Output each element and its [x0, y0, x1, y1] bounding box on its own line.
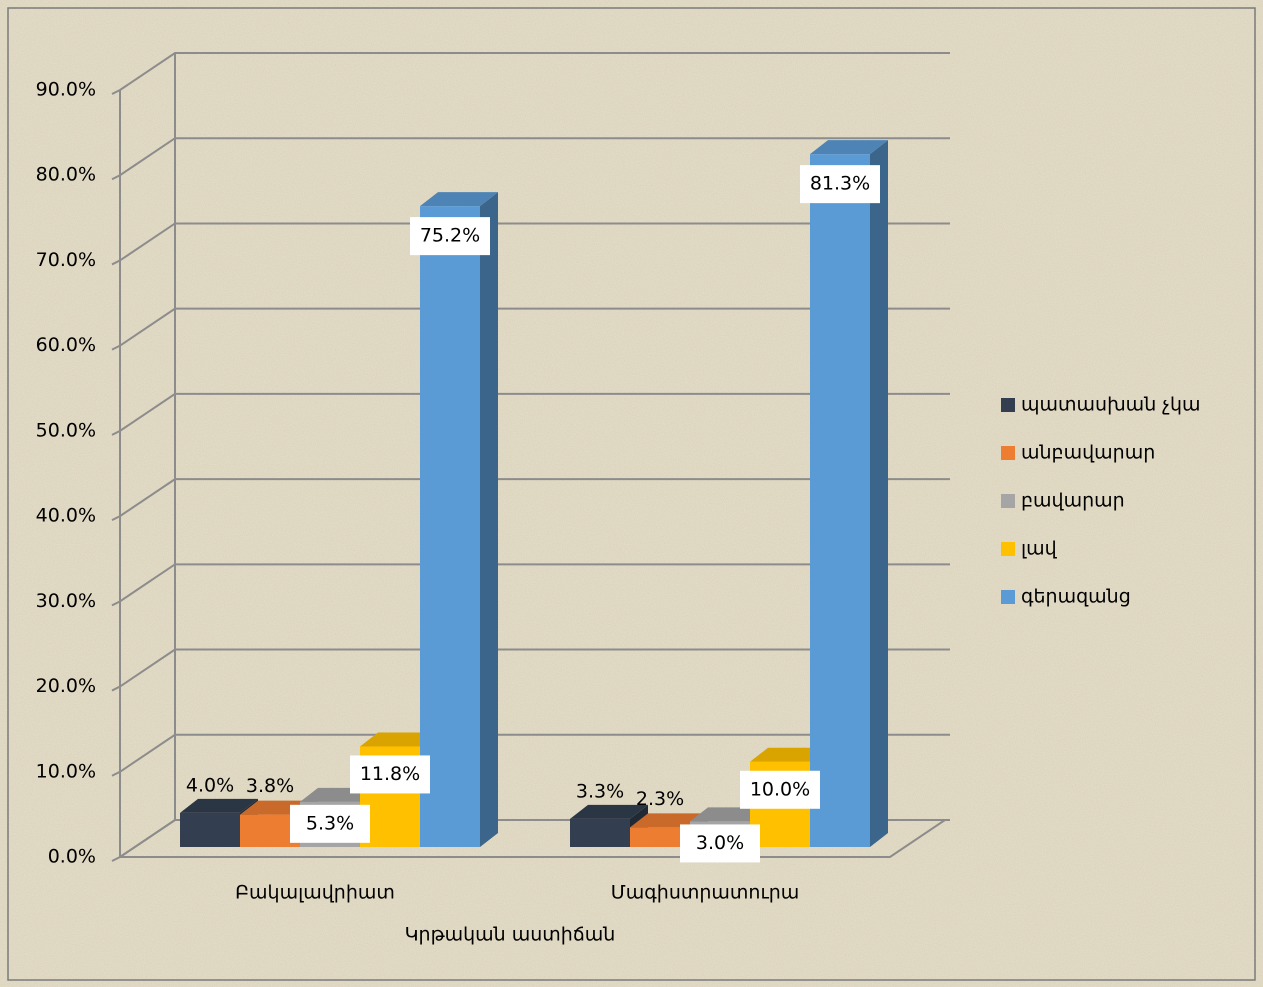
bar-top: [690, 807, 768, 822]
data-label: 11.8%: [360, 763, 420, 785]
data-label-box: [680, 824, 760, 863]
data-label: 3.0%: [696, 832, 744, 854]
x-axis-title: Կրթական աստիճան: [405, 924, 616, 946]
bar-side: [480, 192, 498, 847]
data-label-box: [740, 770, 820, 809]
legend-swatch: [1001, 446, 1015, 460]
y-tick-label: 60.0%: [36, 334, 96, 356]
legend-swatch: [1001, 590, 1015, 604]
y-tick-label: 0.0%: [48, 846, 96, 868]
legend-swatch: [1001, 542, 1015, 556]
legend-label: պատասխան չկա: [1021, 394, 1201, 416]
floor: [116, 819, 949, 858]
grid-line: [111, 52, 950, 95]
chart-border: [7, 7, 1256, 981]
data-label-box: [290, 804, 370, 843]
y-tick-label: 50.0%: [36, 419, 96, 441]
data-label: 3.3%: [576, 780, 624, 802]
y-tick-label: 10.0%: [36, 760, 96, 782]
grid-line: [111, 307, 950, 351]
data-label-box: [800, 165, 880, 204]
data-label: 4.0%: [186, 774, 234, 796]
y-tick-label: 40.0%: [36, 505, 96, 527]
y-tick-label: 70.0%: [36, 249, 96, 271]
bar: [630, 827, 690, 847]
bar: [180, 812, 240, 847]
legend-swatch: [1001, 494, 1015, 508]
bar-top: [750, 747, 828, 762]
grid-line: [111, 563, 950, 607]
y-tick-label: 90.0%: [36, 79, 96, 101]
grid-line: [111, 222, 950, 266]
bar-top: [360, 732, 438, 747]
grid-line: [111, 733, 950, 777]
data-label: 3.8%: [246, 775, 294, 797]
data-label: 10.0%: [750, 778, 810, 800]
y-tick-label: 20.0%: [36, 675, 96, 697]
y-tick-label: 80.0%: [36, 164, 96, 186]
data-label: 81.3%: [810, 173, 870, 195]
x-tick-label: Մագիստրատուրա: [611, 882, 800, 904]
bar-top: [810, 140, 888, 155]
bar-top: [630, 813, 708, 828]
grid-line: [111, 392, 950, 436]
grid-line: [111, 648, 950, 692]
bar-top: [180, 798, 258, 813]
data-label: 2.3%: [636, 788, 684, 810]
data-label-box: [410, 217, 490, 256]
data-label: 75.2%: [420, 225, 480, 247]
bar-top: [420, 192, 498, 207]
grid-line: [111, 478, 950, 522]
data-label-box: [350, 755, 430, 794]
legend-label: բավարար: [1021, 490, 1125, 512]
grid-line: [111, 137, 950, 181]
legend-label: անբավարար: [1021, 442, 1155, 464]
bar-side: [870, 140, 888, 848]
data-label: 5.3%: [306, 812, 354, 834]
legend-label: գերազանց: [1021, 586, 1131, 608]
legend-swatch: [1001, 398, 1015, 412]
x-tick-label: Բակալավրիատ: [235, 882, 395, 904]
bar: [810, 154, 870, 848]
bar-top: [570, 804, 648, 819]
bar: [570, 818, 630, 847]
bar: [420, 206, 480, 847]
y-tick-label: 30.0%: [36, 590, 96, 612]
legend-label: լավ: [1021, 538, 1058, 560]
